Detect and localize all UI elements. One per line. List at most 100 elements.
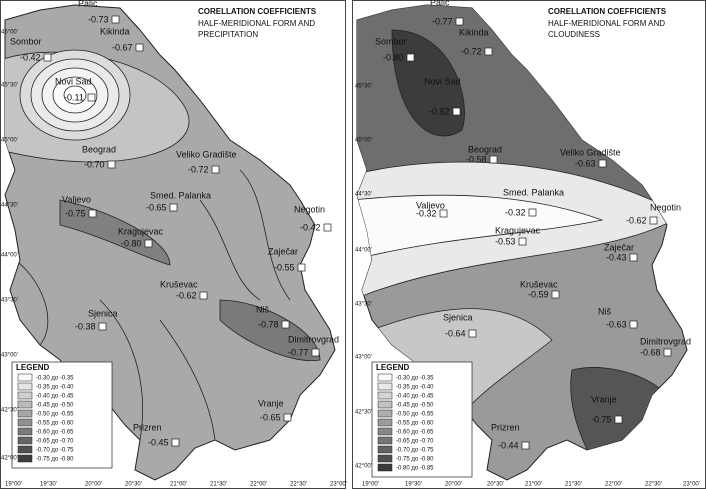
station-marker [614,415,623,424]
latitude-label: 44°30' [355,192,372,198]
station-marker [171,438,180,447]
station-name: Kikinda [459,27,489,37]
station-marker [311,348,320,357]
station-value: -0.72 [188,164,209,174]
station-marker [551,290,560,299]
map-subtitle: HALF-MERIDIONAL FORM AND [198,19,315,28]
station-name: Negotin [650,202,681,212]
station-marker [452,107,461,116]
map-title: CORELLATION COEFFICIENTS [548,7,667,16]
station-value: -0.68 [640,347,661,357]
station-value: -0.32 [416,208,437,218]
legend-label: -0.30 до -0.35 [396,376,434,382]
station-name: Kragujevac [495,225,541,235]
legend-swatch [377,373,393,382]
station-value: -0.80 [121,238,142,248]
station-marker [297,263,306,272]
station-name: Niš [256,304,269,314]
station-value: -0.32 [505,207,526,217]
station-value: -0.65 [260,412,281,422]
legend-label: -0.40 до -0.45 [36,394,74,400]
legend-swatch [377,454,393,463]
station-marker [484,47,493,56]
station-marker [43,53,52,62]
legend-label: -0.65 до -0.70 [36,439,74,445]
longitude-label: 19°00' [5,482,22,488]
legend-swatch [17,409,33,418]
longitude-label: 23°00' [683,482,700,488]
legend-label: -0.50 до -0.55 [396,412,434,418]
longitude-label: 21°00' [170,482,187,488]
legend-label: -0.40 до -0.45 [396,394,434,400]
longitude-label: 23°00' [330,482,347,488]
station-marker [455,17,464,26]
legend-swatch [17,454,33,463]
station-value: -0.77 [432,16,453,26]
station-value: -0.42 [300,222,321,232]
longitude-label: 22°00' [605,482,622,488]
legend-label: -0.75 до -0.80 [396,457,434,463]
map-panel [0,0,346,489]
station-marker [489,155,498,164]
longitude-label: 19°30' [405,482,422,488]
station-name: Prizren [491,422,520,432]
longitude-label: 21°00' [525,482,542,488]
station-marker [111,15,120,24]
legend-swatch [17,445,33,454]
station-marker [283,413,292,422]
station-value: -0.67 [112,42,133,52]
station-name: Sjenica [88,308,118,318]
legend-swatch [17,373,33,382]
latitude-label: 45°00' [1,138,18,144]
station-value: -0.38 [75,321,96,331]
legend-label: -0.60 до -0.65 [396,430,434,436]
station-name: Novi Sad [424,76,461,86]
legend-swatch [377,400,393,409]
latitude-label: 44°00' [355,248,372,254]
station-marker [323,223,332,232]
legend-label: -0.50 до -0.55 [36,412,74,418]
map-subtitle: HALF-MERIDIONAL FORM AND [548,19,665,28]
legend-label: -0.75 до -0.80 [36,457,74,463]
legend-swatch [377,382,393,391]
station-marker [107,160,116,169]
legend-label: -0.55 до -0.60 [36,421,74,427]
legend-swatch [17,418,33,427]
station-value: -0.62 [176,290,197,300]
station-value: -0.63 [575,158,596,168]
station-value: -0.42 [20,52,41,62]
latitude-label: 44°00' [1,253,18,259]
legend-label: -0.80 до -0.85 [396,466,434,472]
station-value: -0.78 [258,319,279,329]
legend-swatch [17,391,33,400]
station-name: Vranje [258,398,284,408]
station-value: -0.70 [84,159,105,169]
station-marker [629,253,638,262]
station-value: -0.58 [466,154,487,164]
legend-swatch [377,445,393,454]
latitude-label: 42°00' [1,456,18,462]
latitude-label: 42°30' [1,408,18,414]
latitude-label: 45°30' [1,83,18,89]
station-name: Negotin [294,204,325,214]
legend-title: LEGEND [16,363,50,372]
station-name: Dimitrovgrad [288,334,339,344]
station-value: -0.59 [528,289,549,299]
legend-label: -0.70 до -0.75 [396,448,434,454]
legend-label: -0.45 до -0.50 [396,403,434,409]
longitude-label: 22°00' [250,482,267,488]
station-name: Valjevo [416,200,445,210]
station-name: Kragujevac [118,226,164,236]
station-name: Zaječar [268,246,298,256]
map-subtitle: PRECIPITATION [198,30,258,39]
legend-swatch [377,391,393,400]
station-value: -0.43 [606,252,627,262]
station-name: Beograd [468,144,502,154]
latitude-label: 43°00' [355,355,372,361]
legend-swatch [17,427,33,436]
station-value: -0.55 [274,262,295,272]
legend-label: -0.70 до -0.75 [36,448,74,454]
station-marker [87,93,96,102]
legend-swatch [377,427,393,436]
station-marker [663,348,672,357]
